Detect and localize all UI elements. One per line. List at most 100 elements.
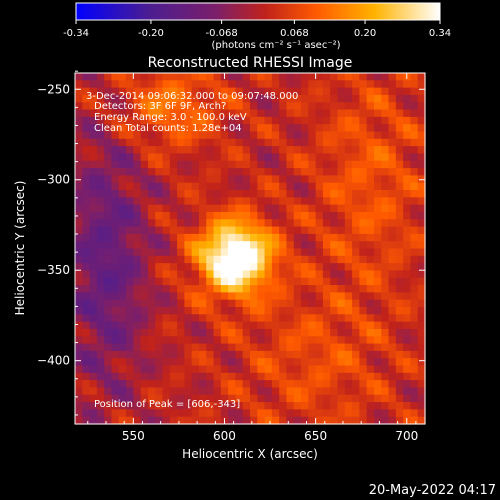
heatmap-cell xyxy=(264,299,273,308)
heatmap-cell xyxy=(352,116,360,125)
heatmap-cell xyxy=(111,263,120,272)
heatmap-cell xyxy=(242,131,251,140)
heatmap-cell xyxy=(111,343,120,352)
heatmap-cell xyxy=(330,307,339,315)
heatmap-cell xyxy=(242,124,251,133)
heatmap-cell xyxy=(279,409,288,418)
heatmap-cell xyxy=(410,321,419,330)
heatmap-cell xyxy=(118,416,127,425)
heatmap-cell xyxy=(373,146,382,155)
heatmap-cell xyxy=(235,263,244,272)
heatmap-cell xyxy=(330,328,339,337)
heatmap-cell xyxy=(257,372,266,381)
heatmap-cell xyxy=(322,336,331,345)
heatmap-cell xyxy=(264,307,273,315)
heatmap-cell xyxy=(388,372,397,381)
heatmap-cell xyxy=(126,160,134,169)
heatmap-cell xyxy=(286,197,295,206)
heatmap-cell xyxy=(96,307,105,315)
heatmap-cell xyxy=(395,204,404,213)
heatmap-cell xyxy=(410,270,419,279)
heatmap-cell xyxy=(220,409,229,418)
heatmap-cell xyxy=(184,255,193,264)
heatmap-cell xyxy=(235,138,244,147)
heatmap-cell xyxy=(118,387,127,396)
heatmap-cell xyxy=(308,270,317,279)
heatmap-cell xyxy=(82,102,91,111)
heatmap-cell xyxy=(184,94,193,103)
heatmap-cell xyxy=(410,292,419,301)
heatmap-cell xyxy=(162,343,171,352)
heatmap-cell xyxy=(169,416,178,425)
heatmap-cell xyxy=(330,343,339,352)
heatmap-cell xyxy=(147,248,156,257)
heatmap-cell xyxy=(257,263,266,272)
heatmap-cell xyxy=(235,255,244,264)
heatmap-cell xyxy=(395,263,404,272)
heatmap-cell xyxy=(352,314,360,323)
heatmap-cell xyxy=(352,131,360,140)
heatmap-cell xyxy=(308,80,317,89)
heatmap-cell xyxy=(184,109,193,118)
heatmap-cell xyxy=(169,146,178,155)
heatmap-cell xyxy=(104,197,113,206)
heatmap-cell xyxy=(140,219,149,228)
heatmap-cell xyxy=(257,321,266,330)
heatmap-cell xyxy=(366,365,375,374)
heatmap-cell xyxy=(388,314,397,323)
heatmap-cell xyxy=(82,146,91,155)
heatmap-cell xyxy=(96,336,105,345)
heatmap-cell xyxy=(111,277,120,286)
heatmap-cell xyxy=(184,314,193,323)
heatmap-cell xyxy=(235,233,244,242)
heatmap-cell xyxy=(410,94,419,103)
heatmap-cell xyxy=(366,80,375,89)
heatmap-cell xyxy=(308,292,317,301)
heatmap-cell xyxy=(373,73,382,81)
heatmap-cell xyxy=(315,153,324,162)
heatmap-cell xyxy=(162,233,171,242)
heatmap-cell xyxy=(337,241,346,250)
heatmap-cell xyxy=(344,146,353,155)
heatmap-cell xyxy=(403,102,412,111)
heatmap-cell xyxy=(242,321,251,330)
heatmap-cell xyxy=(410,124,419,133)
heatmap-cell xyxy=(344,131,353,140)
heatmap-cell xyxy=(111,109,120,118)
heatmap-cell xyxy=(417,102,426,111)
heatmap-cell xyxy=(410,131,419,140)
heatmap-cell xyxy=(308,299,317,308)
heatmap-cell xyxy=(286,233,295,242)
heatmap-cell xyxy=(250,394,258,403)
heatmap-cell xyxy=(147,241,156,250)
heatmap-cell xyxy=(169,197,178,206)
heatmap-cell xyxy=(126,255,134,264)
heatmap-cell xyxy=(140,372,149,381)
heatmap-cell xyxy=(213,387,222,396)
heatmap-cell xyxy=(352,416,360,425)
heatmap-cell xyxy=(403,336,412,345)
heatmap-cell xyxy=(366,182,375,191)
heatmap-cell xyxy=(118,190,127,198)
heatmap-cell xyxy=(286,285,295,293)
heatmap-cell xyxy=(162,153,171,162)
heatmap-cell xyxy=(191,131,200,140)
heatmap-cell xyxy=(220,124,229,133)
heatmap-cell xyxy=(198,328,207,337)
heatmap-cell xyxy=(147,263,156,272)
heatmap-cell xyxy=(235,380,244,389)
heatmap-cell xyxy=(257,394,266,403)
heatmap-cell xyxy=(373,197,382,206)
heatmap-cell xyxy=(395,160,404,169)
heatmap-cell xyxy=(337,328,346,337)
heatmap-cell xyxy=(410,263,419,272)
heatmap-cell xyxy=(89,336,98,345)
heatmap-cell xyxy=(250,380,258,389)
heatmap-cell xyxy=(417,204,426,213)
heatmap-cell xyxy=(96,73,105,81)
heatmap-cell xyxy=(344,94,353,103)
heatmap-cell xyxy=(315,394,324,403)
heatmap-cell xyxy=(162,131,171,140)
heatmap-cell xyxy=(228,73,237,81)
heatmap-cell xyxy=(330,168,339,176)
